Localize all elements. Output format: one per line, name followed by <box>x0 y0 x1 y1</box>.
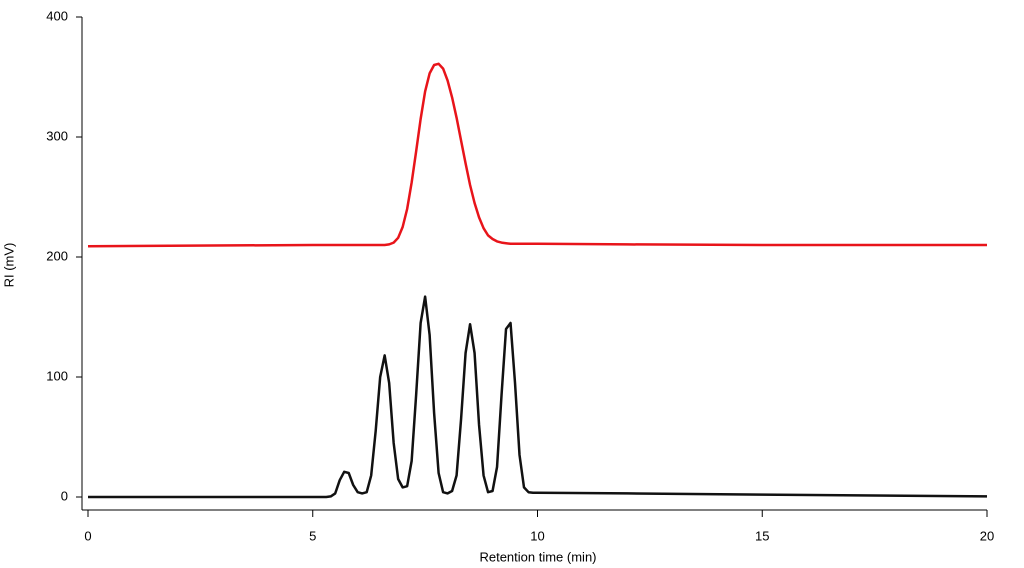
y-tick-label: 400 <box>46 8 68 23</box>
x-tick-label: 15 <box>755 528 769 543</box>
y-tick-label: 0 <box>61 488 68 503</box>
x-axis-label: Retention time (min) <box>479 549 596 564</box>
data-line <box>88 295 988 499</box>
x-tick-label: 10 <box>530 528 544 543</box>
x-tick-label: 20 <box>980 528 994 543</box>
x-tick-label: 5 <box>309 528 316 543</box>
data-line <box>87 62 987 248</box>
y-axis-label: RI (mV) <box>1 243 16 288</box>
x-tick-label: 0 <box>84 528 91 543</box>
y-tick-label: 300 <box>46 128 68 143</box>
y-tick-label: 200 <box>46 248 68 263</box>
y-tick-label: 100 <box>46 368 68 383</box>
